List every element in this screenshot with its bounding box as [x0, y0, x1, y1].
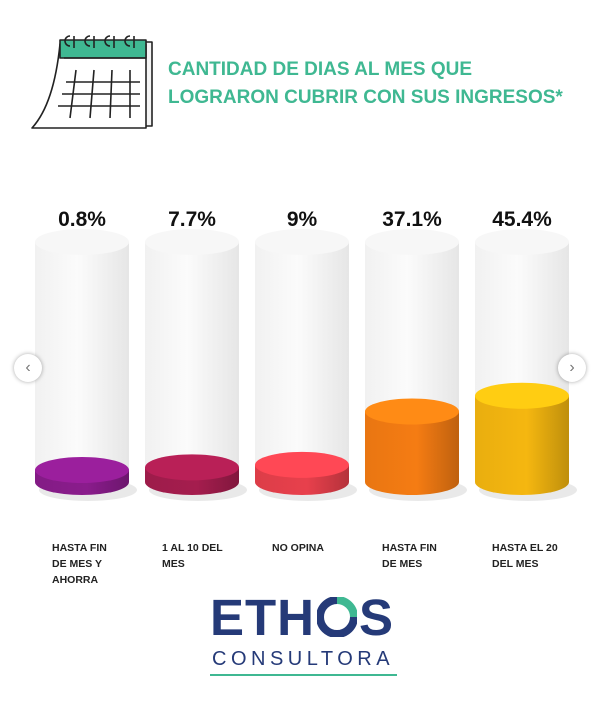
- bar-top: [255, 451, 349, 478]
- brand-subtitle: CONSULTORA: [212, 648, 395, 670]
- category-label-line: HASTA FIN: [52, 542, 107, 554]
- category-label-line: HASTA FIN: [382, 542, 437, 554]
- bar-track: [255, 242, 349, 495]
- bar-top: [35, 457, 129, 483]
- category-label-line: NO OPINA: [272, 542, 324, 554]
- brand-o-mark: [317, 597, 357, 637]
- category-label: NO OPINA: [272, 542, 324, 554]
- bar-track: [145, 242, 239, 495]
- calendar-icon: [31, 35, 153, 129]
- bar-track-top: [255, 229, 349, 255]
- category-label-line: MES: [162, 558, 185, 570]
- bar-top: [475, 382, 569, 409]
- data-label: 0.8%: [58, 208, 106, 231]
- bar-group-2: 9% NO OPINA: [255, 208, 357, 554]
- category-label-line: HASTA EL 20: [492, 542, 558, 554]
- brand-name: ETH S: [210, 592, 394, 644]
- category-label-line: DE MES Y: [52, 558, 102, 570]
- bar-group-4: 45.4% HASTA EL 20 DEL MES: [475, 208, 577, 570]
- category-label-line: AHORRA: [52, 574, 98, 586]
- brand-name-part2: S: [359, 589, 395, 646]
- bar-group-1: 7.7% 1 AL 10 DEL MES: [145, 208, 247, 570]
- bar-track-top: [35, 229, 129, 255]
- bar-top: [365, 398, 459, 425]
- chevron-left-icon[interactable]: ‹: [14, 354, 42, 382]
- data-label: 7.7%: [168, 208, 216, 231]
- bar-track-top: [365, 229, 459, 255]
- category-label: HASTA FIN DE MES Y AHORRA: [52, 542, 107, 586]
- bar-top: [145, 454, 239, 481]
- category-label-line: 1 AL 10 DEL: [162, 542, 223, 554]
- data-label: 37.1%: [382, 208, 442, 231]
- bar-chart: 0.8% HASTA FIN DE MES Y AHORRA 7.7% 1 AL 10 D…: [35, 208, 577, 586]
- data-label: 9%: [287, 208, 318, 231]
- bar: [365, 411, 459, 495]
- bar: [475, 395, 569, 495]
- bar-track-top: [145, 229, 239, 255]
- category-label: 1 AL 10 DEL MES: [162, 542, 223, 570]
- chart-title: CANTIDAD DE DIAS AL MES QUE LOGRARON CUB…: [168, 56, 588, 112]
- title-line-1: CANTIDAD DE DIAS AL MES QUE: [168, 59, 473, 80]
- category-label-line: DE MES: [382, 558, 422, 570]
- bar-group-3: 37.1% HASTA FIN DE MES: [365, 208, 467, 570]
- category-label: HASTA EL 20 DEL MES: [492, 542, 558, 570]
- brand-logo: ETH S CONSULTORA: [0, 588, 598, 688]
- data-label: 45.4%: [492, 208, 552, 231]
- chevron-right-icon[interactable]: ›: [558, 354, 586, 382]
- bar-track: [35, 242, 129, 495]
- brand-name-part1: ETH: [210, 589, 315, 646]
- bar-group-0: 0.8% HASTA FIN DE MES Y AHORRA: [35, 208, 137, 586]
- category-label-line: DEL MES: [492, 558, 538, 570]
- title-line-2: LOGRARON CUBRIR CON SUS INGRESOS*: [168, 87, 563, 108]
- brand-underline: [210, 674, 397, 676]
- category-label: HASTA FIN DE MES: [382, 542, 437, 570]
- bar-track-top: [475, 229, 569, 255]
